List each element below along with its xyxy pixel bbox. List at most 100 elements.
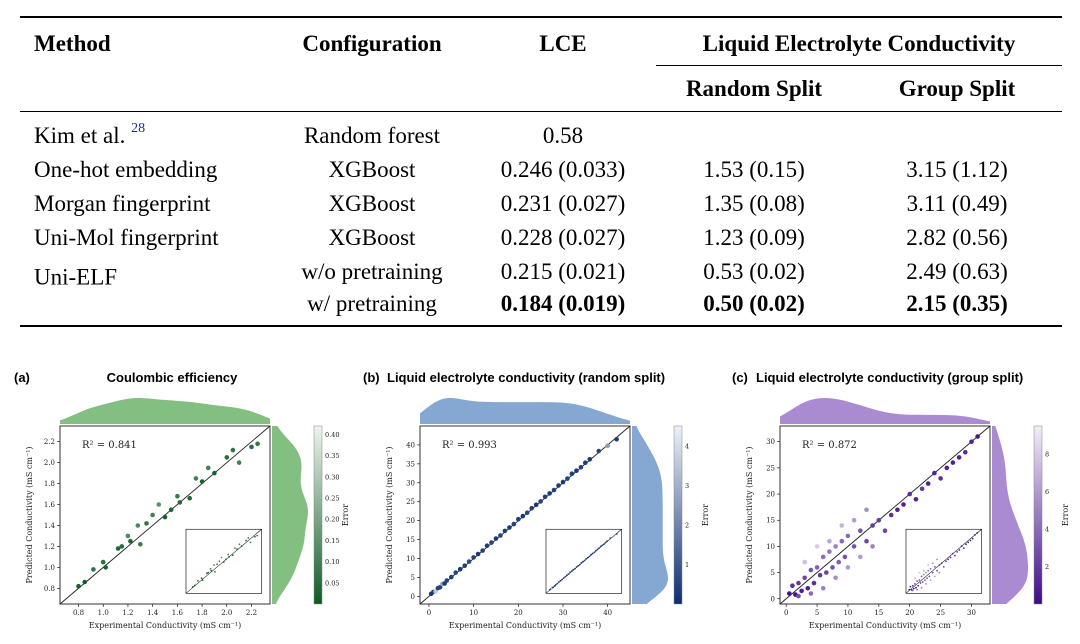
data-point [529,505,534,511]
inset-data-point [209,567,212,570]
data-point [144,521,149,526]
data-point [790,583,795,588]
inset-data-point [909,585,912,588]
inset-data-point [949,556,952,559]
data-point [493,536,499,541]
inset-data-point [929,579,932,581]
r2-annotation: R² = 0.841 [82,440,137,451]
data-point [858,528,863,533]
data-point [605,443,610,448]
inset-data-point [561,578,563,581]
inset-data-point [974,534,976,536]
y-tick-label: 15 [406,536,415,544]
inset-data-point [947,558,950,561]
y-tick-label: 25 [406,498,415,506]
inset-data-point [615,533,618,535]
data-point [249,444,254,450]
inset-data-point [578,563,581,566]
inset-data-point [564,575,567,578]
y-tick-label: 40 [406,441,415,449]
panel-c-label: (c) [732,370,748,385]
y-tick-label: 0.8 [44,585,55,593]
colorbar-label: Error [341,504,350,526]
header-liquid-electrolyte-conductivity: Liquid Electrolyte Conductivity [702,31,1016,56]
panel-a-label: (a) [14,370,30,385]
inset-data-point [915,586,917,589]
inset-data-point [962,547,965,549]
colorbar-tick-label: 0.35 [325,452,339,460]
row-3-random: 1.23 (0.09) [703,225,805,250]
data-point [583,460,588,465]
row-1-lce: 0.246 (0.033) [500,157,626,182]
x-tick-label: 1.8 [196,609,207,617]
right-marginal-density [632,426,668,604]
inset-data-point [914,577,916,580]
row-3-group: 2.82 (0.56) [906,225,1008,250]
inset-data-point [197,580,199,582]
data-point [901,502,906,507]
data-point [212,470,217,476]
inset-data-point [234,547,236,549]
colorbar-tick-label: 0.15 [325,537,339,545]
data-point [156,502,162,507]
inset-data-point [585,557,588,560]
inset-data-point [598,547,600,550]
colorbar-tick-label: 2 [685,521,689,529]
data-point [864,538,869,544]
inset-data-point [609,537,612,540]
data-point [578,465,584,470]
x-axis-label: Experimental Conductivity (mS cm⁻¹) [89,621,241,630]
x-tick-label: 30 [967,609,976,617]
panel-a-chart: 0.8 1.0 1.2 1.4 1.6 1.8 2.0 2.2 0.8 1.0 1.2 1.4 1.6 1… [25,398,350,630]
inset-data-point [604,541,607,544]
y-axis-label: Predicted Conductivity (mS cm⁻¹) [745,446,754,583]
y-tick-label: 1.4 [44,522,56,530]
colorbar-tick-label: 1 [685,561,689,569]
data-point [950,460,956,465]
data-point [932,470,937,476]
inset-data-point [567,573,570,575]
inset-data-point [918,579,921,581]
inset-data-point [572,568,575,571]
y-tick-label: 5 [771,569,775,577]
top-marginal-density [780,398,990,424]
data-point [796,580,801,586]
citation-ref[interactable]: 28 [131,121,146,136]
data-point [187,495,192,501]
inset-data-point [924,579,926,581]
inset-data-point [556,582,559,585]
colorbar [1033,425,1043,605]
y-axis-label: Predicted Conductivity (mS cm⁻¹) [25,446,34,583]
results-table: Method Configuration LCE Liquid Electrol… [20,16,1062,327]
data-point [811,580,817,586]
data-point [560,479,566,485]
inset-data-point [942,566,945,568]
inset-data-point [227,553,230,556]
data-point [963,449,968,455]
data-point [845,565,851,570]
y-tick-label: 20 [766,491,775,499]
inset-data-point [574,567,576,570]
inset-data-point [940,562,943,565]
data-point [824,570,829,575]
y-tick-label: 35 [406,460,415,468]
data-point [814,544,820,549]
colorbar-label: Error [701,504,710,526]
y-tick-label: 30 [406,479,415,487]
data-point [255,441,260,447]
inset-data-point [236,548,239,551]
data-point [516,516,521,522]
data-point [796,593,801,599]
panel-b-title: Liquid electrolyte conductivity (random … [387,370,666,385]
row-1-random: 1.53 (0.15) [703,157,805,182]
x-tick-label: 1.2 [122,609,133,617]
inset-data-point [238,543,241,546]
data-point [808,591,814,596]
y-tick-label: 1.8 [44,480,55,488]
row-4-method: Uni-ELF [34,264,118,290]
x-tick-label: 0.8 [73,609,84,617]
inset-data-point [976,532,979,534]
inset-data-point [575,566,578,568]
inset-data-point [599,545,602,548]
